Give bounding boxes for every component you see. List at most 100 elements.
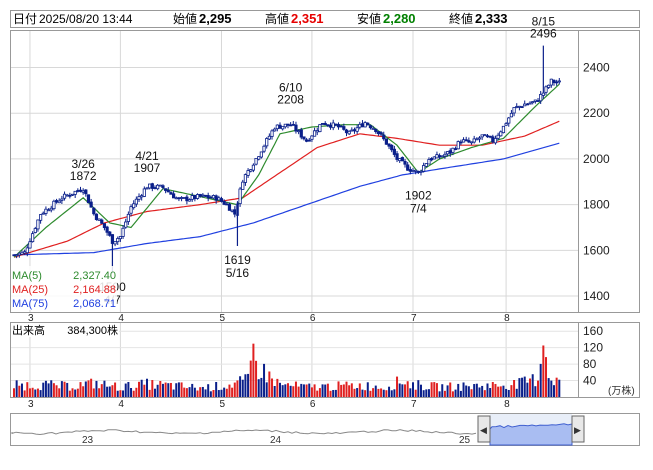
candle-body: [36, 219, 40, 230]
volume-bar: [231, 387, 234, 397]
candle-body: [211, 195, 216, 199]
volume-bar: [422, 390, 425, 397]
candle-body: [233, 209, 237, 215]
nav-left-handle[interactable]: [477, 415, 491, 443]
volume-tick-label: 160: [583, 324, 603, 338]
volume-bar: [79, 382, 82, 397]
volume-bar: [140, 379, 143, 397]
volume-tick-label: 80: [583, 357, 597, 371]
volume-bar: [555, 377, 558, 397]
volume-bar: [369, 390, 372, 397]
volume-bar: [342, 384, 345, 397]
candle-body: [126, 213, 130, 222]
candle-body: [435, 154, 439, 159]
volume-bar: [161, 383, 164, 397]
volume-bar: [324, 384, 327, 397]
volume-bar: [385, 390, 388, 397]
volume-bar: [340, 384, 343, 397]
candle-body: [291, 123, 295, 126]
candle-body: [344, 129, 349, 134]
price-tick-label: 1400: [583, 289, 610, 303]
volume-bar: [318, 388, 321, 397]
volume-bar: [138, 381, 141, 397]
volume-bar: [223, 387, 226, 397]
volume-bar: [116, 390, 119, 397]
volume-bar: [260, 377, 263, 397]
volume-bar: [58, 388, 61, 397]
candle-body: [217, 197, 221, 201]
candle-body: [190, 195, 194, 200]
candle-body: [102, 223, 107, 228]
volume-bar: [257, 379, 260, 397]
candle-body: [472, 138, 476, 143]
candle-body: [265, 138, 269, 147]
volume-bar: [401, 384, 404, 397]
month-label: 3: [28, 313, 34, 324]
volume-bar: [108, 386, 111, 397]
candle-body: [467, 140, 471, 143]
candle-body: [100, 219, 104, 224]
volume-bar: [209, 391, 212, 397]
candle-body: [334, 123, 338, 126]
volume-bar: [374, 385, 377, 397]
candle-body: [275, 124, 279, 130]
candle-body: [33, 228, 37, 233]
range-navigator[interactable]: [11, 414, 573, 446]
candle-body: [227, 203, 232, 211]
candle-body: [286, 123, 290, 126]
volume-bar: [289, 385, 292, 397]
volume-bar: [459, 390, 462, 397]
volume-bar: [44, 380, 47, 397]
volume-bar: [106, 386, 109, 397]
volume-bar: [491, 382, 494, 397]
candle-body: [44, 208, 48, 214]
candle-body: [31, 233, 35, 243]
volume-tick-labels: 40 80 120 160: [583, 324, 603, 387]
candle-body: [379, 132, 383, 135]
candle-body: [105, 226, 109, 233]
volume-bar: [364, 390, 367, 397]
volume-bar: [294, 381, 297, 397]
volume-bar: [348, 385, 351, 397]
candle-body: [342, 126, 346, 130]
candle-body: [483, 134, 487, 137]
candle-body: [371, 127, 375, 130]
volume-bar: [169, 382, 172, 397]
candle-body: [214, 195, 218, 201]
candle-body: [382, 134, 386, 140]
volume-bar: [350, 383, 353, 397]
month-label-volume: 3: [28, 399, 34, 410]
volume-bar: [435, 383, 438, 397]
volume-bar: [175, 383, 178, 397]
candle-body: [62, 193, 67, 199]
candle-body: [390, 144, 394, 151]
candle-body: [509, 112, 514, 118]
nav-right-handle[interactable]: [571, 415, 585, 443]
candle-body: [92, 207, 96, 215]
candle-body: [206, 195, 210, 199]
volume-bar: [13, 388, 15, 397]
month-label-volume: 6: [310, 399, 316, 410]
date-value: 2025/08/20 13:44: [39, 12, 133, 26]
candle-body: [456, 141, 460, 150]
candle-body: [533, 99, 537, 102]
volume-bar: [486, 383, 489, 397]
volume-bar: [465, 385, 468, 397]
price-tick-label: 2000: [583, 152, 610, 166]
volume-bar: [84, 381, 87, 397]
volume-bar: [300, 383, 303, 397]
candle-body: [461, 139, 466, 143]
candle-body: [25, 247, 29, 254]
candle-body: [318, 124, 322, 133]
candle-body: [177, 197, 181, 200]
volume-bar: [220, 389, 223, 397]
volume-bar: [353, 388, 356, 397]
candle-body: [464, 139, 468, 142]
volume-bar: [305, 384, 308, 397]
volume-bar: [286, 383, 289, 397]
nav-left-handle-icon: ◀: [480, 425, 487, 435]
candle-body: [496, 134, 500, 139]
candle-body: [73, 190, 77, 195]
volume-bar: [497, 386, 500, 397]
volume-bar: [130, 388, 133, 397]
